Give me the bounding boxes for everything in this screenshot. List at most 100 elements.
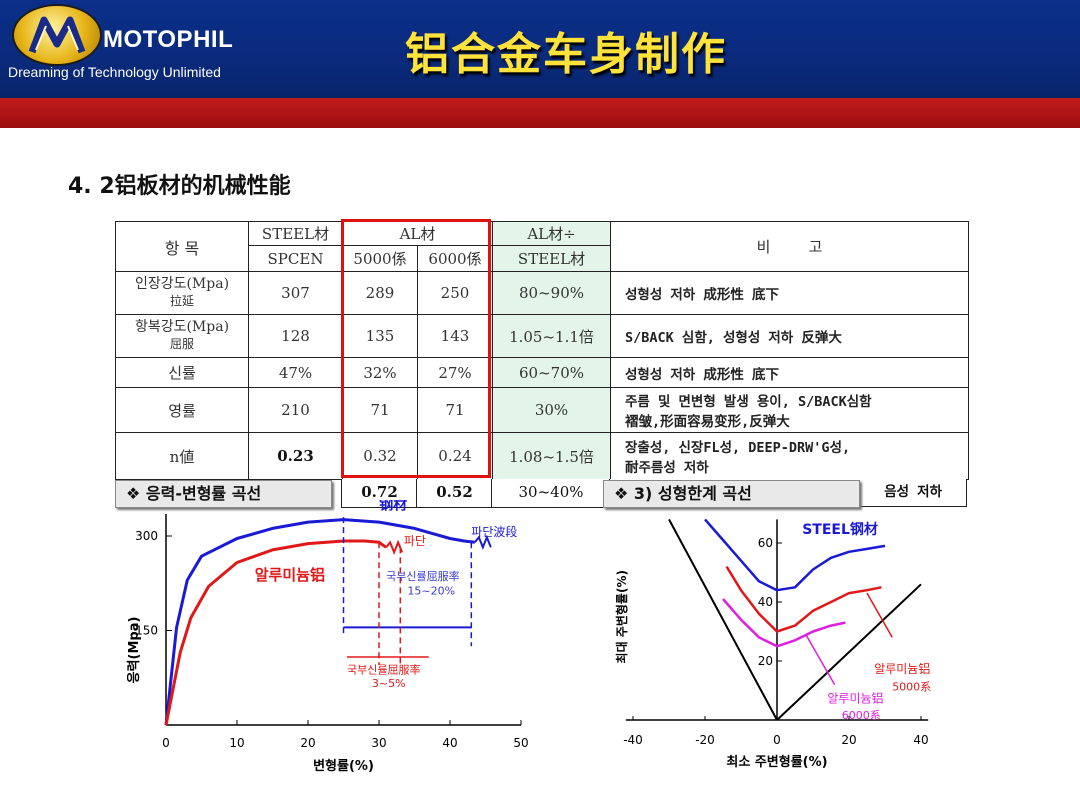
header-al: AL材: [342, 221, 493, 246]
aluminum-fracture-squiggle: [385, 539, 404, 556]
steel-curve: [164, 518, 475, 726]
cell-ratio: 30%: [492, 387, 611, 433]
header-remark: 비 고: [610, 221, 969, 272]
row-label: 신률: [115, 357, 249, 388]
cell-remark: 주름 및 면변형 발생 용이, S/BACK심함 褶皱,形面容易变形,反弹大: [610, 387, 969, 433]
fracture-label: 파단: [404, 534, 426, 548]
y-tick-label: 300: [135, 529, 158, 543]
cell-remark: 성형성 저하 成形性 底下: [610, 271, 969, 315]
x-tick-label: 50: [513, 736, 528, 750]
table-row: 영률 210 71 71 30% 주름 및 면변형 발생 용이, S/BACK심…: [115, 387, 969, 433]
x-axis-label: 최소 주변형률(%): [726, 754, 827, 770]
x-tick-label: 0: [773, 733, 781, 747]
cell-steel: 47%: [248, 357, 343, 388]
cell-al6000: 143: [417, 314, 493, 358]
steel-label-2: 钢材: [379, 500, 407, 514]
al6000-label-1: 알루미늄铝: [827, 690, 883, 705]
y-axis-label: 최대 주변형률(%): [614, 570, 629, 663]
steel-fracture-squiggle: [474, 534, 492, 550]
header-band: [0, 0, 1080, 98]
elongation-bottom-range: 3~5%: [372, 677, 406, 690]
cell-remark: 장출성, 신장FL성, DEEP-DRW'G성, 耐주름성 저하: [610, 432, 969, 480]
x-tick-label: 40: [442, 736, 457, 750]
cell-remark: 성형성 저하 成形性 底下: [610, 357, 969, 388]
al5000-pointer: [866, 592, 893, 638]
header-steel-grade: SPCEN: [248, 245, 343, 272]
cell-steel: 210: [248, 387, 343, 433]
cell-steel: 128: [248, 314, 343, 358]
y-tick-label: 40: [758, 595, 773, 609]
section-title: 4. 2铝板材的机械性能: [68, 174, 291, 199]
cell-al6000: 71: [417, 387, 493, 433]
row-label: 인장강도(Mpa) 拉延: [115, 271, 249, 315]
mechanical-properties-table: 항 목 STEEL材 AL材 AL材÷ 비 고 SPCEN 5000係 6000…: [115, 221, 969, 480]
cell-ratio: 60~70%: [492, 357, 611, 388]
y-tick-label: 150: [135, 624, 158, 638]
biaxial-strain-path: [776, 583, 922, 721]
elongation-top-range: 15~20%: [407, 585, 455, 598]
header-red-stripe: [0, 98, 1080, 128]
table-row: n値 0.23 0.32 0.24 1.08~1.5倍 장출성, 신장FL성, …: [115, 432, 969, 480]
elongation-bottom-label: 국부신률屈服率: [347, 662, 420, 676]
cell-steel: 307: [248, 271, 343, 315]
y-axis-label: 응력(Mpa): [127, 617, 142, 684]
page-title: 铝合金车身制作: [405, 29, 727, 80]
header-ratio: AL材÷: [492, 221, 611, 246]
table-row: 인장강도(Mpa) 拉延 307 289 250 80~90% 성형성 저하 成形…: [115, 271, 969, 315]
x-tick-label: -20: [695, 733, 715, 747]
last-row-ratio: 30~40%: [491, 479, 611, 508]
al6000-flc-curve: [722, 598, 846, 648]
y-tick-label: 20: [758, 654, 773, 668]
motophil-logo: [12, 4, 102, 66]
cell-remark: S/BACK 심함, 성형성 저하 反弹大: [610, 314, 969, 358]
cell-steel: 0.23: [248, 432, 343, 480]
aluminum-label: 알루미늄铝: [255, 566, 325, 584]
fracture-band-label: 파단波段: [471, 524, 517, 539]
row-label: 항복강도(Mpa) 屈服: [115, 314, 249, 358]
cell-al5000: 289: [342, 271, 418, 315]
last-row-al5000: 0.72: [341, 479, 418, 508]
logo-emblem-icon: [28, 16, 86, 54]
x-tick-label: -40: [623, 733, 643, 747]
x-axis-label: 변형률(%): [313, 758, 374, 774]
row-label: n値: [115, 432, 249, 480]
last-row-al6000: 0.52: [416, 479, 493, 508]
x-tick-label: 40: [913, 733, 928, 747]
aluminum-curve: [164, 539, 387, 726]
header-steel: STEEL材: [248, 221, 343, 246]
stress-strain-chart: 01020304050150300응력(Mpa)변형률(%)STEEL材钢材파단…: [127, 500, 529, 774]
table-row: 항복강도(Mpa) 屈服 128 135 143 1.05~1.1倍 S/BACK…: [115, 314, 969, 358]
al5000-flc-curve: [725, 565, 882, 633]
al6000-pointer: [805, 634, 836, 685]
cell-al5000: 135: [342, 314, 418, 358]
x-tick-label: 30: [371, 736, 386, 750]
al5000-label-2: 5000系: [892, 681, 931, 694]
elongation-top-label: 국부신률屈服率: [386, 569, 459, 583]
x-tick-label: 20: [300, 736, 315, 750]
table-row: 신률 47% 32% 27% 60~70% 성형성 저하 成形性 底下: [115, 357, 969, 388]
badge-forming-limit: ❖ 3) 성형한계 곡선: [603, 480, 860, 508]
uniaxial-strain-path: [668, 518, 778, 721]
al-columns-highlight: [341, 219, 491, 478]
x-tick-label: 20: [841, 733, 856, 747]
x-tick-label: 10: [229, 736, 244, 750]
header-al-5000: 5000係: [342, 245, 418, 272]
y-tick-label: 60: [758, 536, 773, 550]
table-subheader-row: SPCEN 5000係 6000係 STEEL材: [116, 245, 969, 272]
cell-ratio: 1.05~1.1倍: [492, 314, 611, 358]
brand-name: MOTOPHIL: [103, 26, 234, 53]
brand-tagline: Dreaming of Technology Unlimited: [8, 64, 221, 80]
header-ratio-sub: STEEL材: [492, 245, 611, 272]
cell-al6000: 250: [417, 271, 493, 315]
table-header-row: 항 목 STEEL材 AL材 AL材÷ 비 고: [115, 221, 969, 272]
row-label: 영률: [115, 387, 249, 433]
al5000-label-1: 알루미늄铝: [874, 661, 930, 676]
al6000-label-2: 6000系: [842, 709, 881, 722]
cell-al6000: 27%: [417, 357, 493, 388]
forming-limit-chart: -40 -20 0 20 40 20 40 60 최대 주변형률(%) 최소 주변형률(%) STE…: [614, 518, 931, 770]
cell-al6000: 0.24: [417, 432, 493, 480]
cell-ratio: 80~90%: [492, 271, 611, 315]
badge-stress-strain: ❖ 응력-변형률 곡선: [115, 480, 332, 508]
cell-ratio: 1.08~1.5倍: [492, 432, 611, 480]
cell-al5000: 0.32: [342, 432, 418, 480]
